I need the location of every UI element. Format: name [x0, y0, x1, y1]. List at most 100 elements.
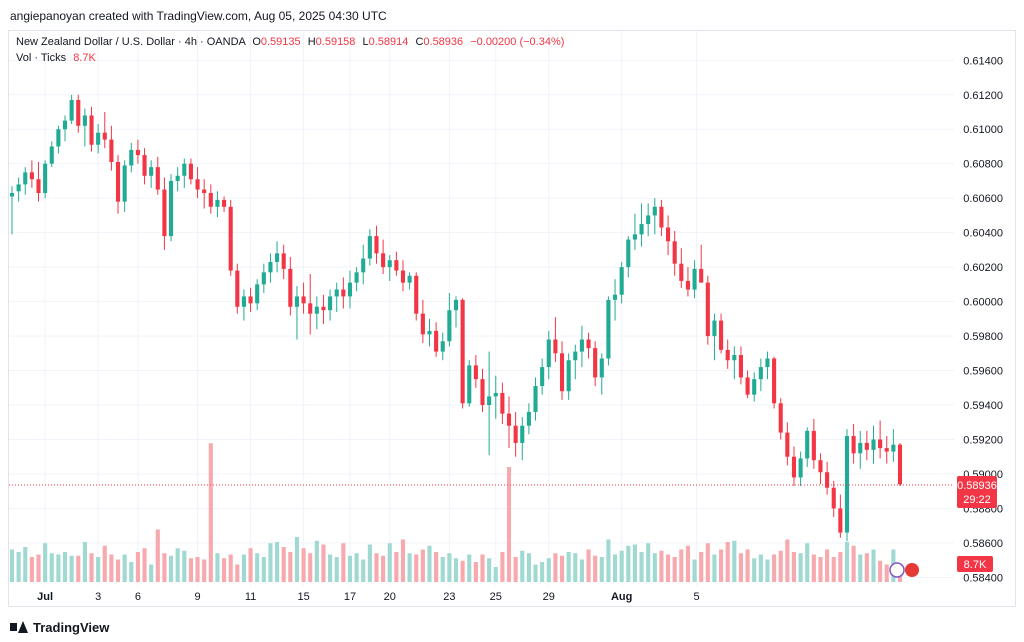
volume-bar — [838, 552, 843, 582]
volume-bar — [480, 554, 485, 582]
candle-body — [347, 282, 353, 297]
candle-body — [566, 360, 571, 392]
candle-body — [109, 139, 114, 162]
volume-bar — [367, 544, 372, 582]
volume-bar — [347, 555, 353, 582]
volume-label[interactable]: Vol · Ticks — [16, 52, 67, 64]
volume-bar — [175, 548, 180, 582]
volume-bar — [195, 557, 200, 582]
x-tick-label: 6 — [135, 591, 141, 603]
volume-bar — [275, 542, 280, 582]
x-tick-label: 11 — [245, 591, 256, 603]
candle-body — [102, 132, 107, 140]
volume-bar — [162, 553, 167, 582]
candle-body — [878, 439, 883, 449]
candle-body — [732, 355, 737, 361]
candle-body — [639, 224, 644, 235]
candle-body — [76, 99, 81, 126]
x-tick-label: 25 — [490, 591, 502, 603]
footer-brand[interactable]: TradingView — [10, 617, 109, 637]
volume-bar — [407, 553, 412, 582]
candle-body — [725, 349, 730, 361]
candle-body — [778, 403, 783, 433]
volume-bar — [851, 545, 856, 582]
symbol-title[interactable]: New Zealand Dollar / U.S. Dollar · 4h · … — [16, 36, 246, 48]
volume-bar — [685, 545, 690, 582]
volume-bar — [772, 554, 777, 582]
candle-body — [434, 330, 439, 352]
volume-badge — [957, 556, 993, 572]
volume-bar — [228, 554, 233, 582]
volume-bar — [884, 564, 889, 582]
candle-body — [765, 358, 770, 368]
volume-bar — [49, 553, 54, 582]
candle-body — [546, 339, 551, 368]
volume-badge-text: 8.7K — [964, 559, 987, 571]
volume-bar — [149, 564, 154, 582]
volume-bars — [9, 443, 903, 582]
y-tick-label: 0.61400 — [963, 55, 1003, 67]
volume-bar — [811, 554, 816, 582]
y-tick-label: 0.58600 — [963, 538, 1003, 550]
candle-body — [135, 149, 140, 156]
candle-body — [56, 129, 61, 147]
candle-body — [884, 448, 889, 452]
candle-body — [573, 351, 578, 361]
volume-value: 8.7K — [73, 52, 96, 64]
volume-bar — [434, 552, 439, 582]
candle-body — [440, 341, 445, 352]
candle-body — [162, 189, 167, 237]
candle-body — [533, 386, 538, 412]
candle-body — [202, 189, 207, 194]
candle-body — [506, 413, 512, 426]
candle-body — [785, 432, 790, 457]
volume-bar — [533, 564, 538, 582]
candle-body — [49, 146, 54, 164]
chart-frame[interactable] — [8, 30, 1016, 607]
volume-bar — [129, 562, 134, 582]
volume-bar — [805, 543, 810, 582]
candle-body — [626, 239, 631, 268]
volume-bar — [699, 552, 704, 582]
volume-bar — [646, 543, 651, 582]
volume-bar — [692, 559, 697, 582]
volume-bar — [109, 554, 114, 582]
candle-body — [858, 442, 863, 454]
volume-bar — [460, 560, 465, 582]
y-tick-label: 0.61000 — [963, 124, 1003, 136]
candle-body — [16, 184, 21, 192]
volume-bar — [566, 552, 571, 582]
open-value: 0.59135 — [260, 36, 301, 48]
volume-bar — [102, 545, 107, 582]
currency-flag-icons[interactable] — [889, 562, 919, 578]
candle-body — [712, 320, 717, 337]
candle-body — [82, 115, 87, 126]
volume-bar — [268, 543, 273, 582]
us-flag-icon — [905, 563, 919, 577]
candle-body — [62, 120, 68, 130]
volume-bar — [321, 544, 326, 582]
volume-bar — [831, 557, 836, 582]
candle-body — [672, 241, 677, 264]
candle-body — [871, 439, 876, 450]
high-value: 0.59158 — [315, 36, 356, 48]
candle-body — [559, 353, 565, 392]
x-tick-label: 15 — [297, 591, 309, 603]
volume-bar — [447, 553, 452, 582]
volume-bar — [281, 547, 286, 582]
volume-bar — [414, 554, 419, 582]
candle-body — [301, 296, 306, 304]
candle-body — [23, 172, 28, 185]
candle-body — [321, 306, 326, 311]
high-label: H — [307, 36, 316, 48]
candle-body — [294, 296, 300, 307]
y-tick-label: 0.59800 — [963, 331, 1003, 343]
close-label: C — [415, 36, 424, 48]
candle-body — [679, 263, 684, 281]
volume-bar — [487, 558, 492, 582]
volume-bar — [639, 552, 644, 582]
volume-bar — [89, 553, 94, 582]
volume-bar — [579, 559, 584, 582]
candle-body — [182, 163, 187, 176]
